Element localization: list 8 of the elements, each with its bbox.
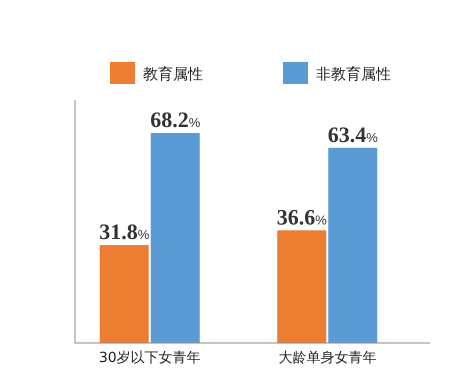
legend-label: 非教育属性 <box>316 65 391 83</box>
x-tick-label: 30岁以下女青年 <box>98 350 201 366</box>
data-label: 68.2% <box>150 107 201 132</box>
legend-label: 教育属性 <box>143 65 203 83</box>
data-label: 31.8% <box>99 219 150 244</box>
data-label: 36.6% <box>276 204 328 230</box>
data-label: 63.4% <box>328 122 378 147</box>
x-tick-label: 大龄单身女青年 <box>278 350 376 366</box>
